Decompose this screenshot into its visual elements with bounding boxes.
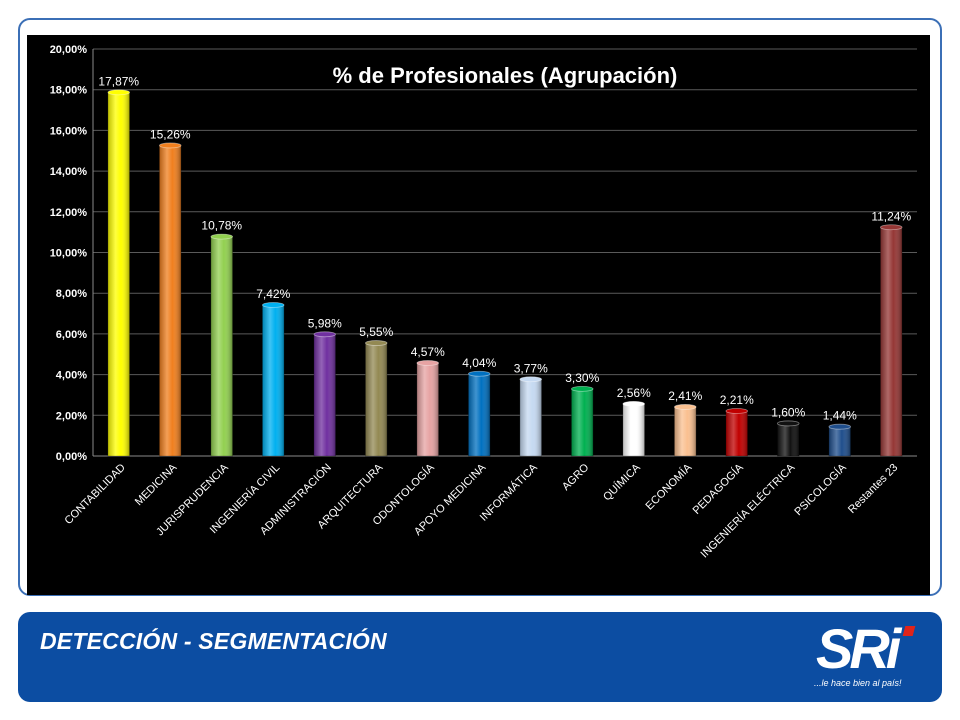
bar-shade <box>210 236 233 456</box>
bar-chart: % de Profesionales (Agrupación) 17,87% 15… <box>27 35 930 595</box>
x-tick-label: Restantes 23 <box>846 462 900 516</box>
y-tick-label: 4,00% <box>56 370 87 382</box>
bar-shade <box>674 406 697 456</box>
y-tick-label: 16,00% <box>50 125 88 137</box>
data-label: 15,26% <box>150 127 191 141</box>
bar-cap <box>880 224 903 231</box>
x-tick-label: PEDAGOGÍA <box>690 460 746 516</box>
bar-shade <box>159 145 182 457</box>
data-label: 17,87% <box>98 74 139 88</box>
data-label: 5,98% <box>308 316 342 330</box>
bar-shade <box>416 363 439 456</box>
bar-cap <box>725 408 748 414</box>
bar-cap <box>468 370 491 377</box>
bar-cap <box>210 233 233 240</box>
y-tick-label: 8,00% <box>56 288 87 300</box>
y-tick-label: 12,00% <box>50 207 88 219</box>
bar-shade <box>262 305 285 456</box>
data-label: 2,56% <box>617 386 651 400</box>
x-tick-labels: CONTABILIDAD MEDICINAJURISPRUDENCIAINGENI… <box>62 460 900 560</box>
y-tick-label: 0,00% <box>56 451 87 463</box>
footer-title: DETECCIÓN - SEGMENTACIÓN <box>40 628 387 654</box>
data-label: 3,30% <box>565 371 599 385</box>
bar-cap <box>365 340 388 346</box>
y-tick-label: 18,00% <box>50 85 88 97</box>
bar-shade <box>622 403 645 456</box>
bar-shade <box>365 343 388 456</box>
data-labels-layer: 17,87% 15,26% 10,78% 7,42% 5,98% 5,55% 4,57% 4,… <box>98 74 911 422</box>
bar-cap <box>262 302 285 308</box>
data-label: 7,42% <box>256 287 290 301</box>
logo-accent-icon <box>902 626 916 636</box>
data-label: 5,55% <box>359 325 393 339</box>
y-tick-label: 10,00% <box>50 248 88 260</box>
data-label: 10,78% <box>201 219 242 233</box>
logo-text: SRi <box>816 617 901 680</box>
chart-svg: % de Profesionales (Agrupación) 17,87% 15… <box>50 44 917 560</box>
y-tick-labels: 0,00% 2,00% 4,00% 6,00% 8,00% 10,00% 12,00% 14,… <box>50 44 88 463</box>
bar-shade <box>468 373 491 456</box>
y-tick-label: 14,00% <box>50 166 88 178</box>
chart-title: % de Profesionales (Agrupación) <box>333 63 678 88</box>
bar-cap <box>313 331 336 338</box>
data-label: 2,41% <box>668 389 702 403</box>
bar-cap <box>571 385 594 392</box>
x-tick-label: AGRO <box>560 461 592 493</box>
bar-shade <box>828 426 851 456</box>
bar-cap <box>674 404 697 410</box>
data-label: 3,77% <box>514 361 548 375</box>
x-tick-label: ECONOMÍA <box>643 460 695 512</box>
bar-cap <box>519 376 542 383</box>
bar-shade <box>880 227 903 456</box>
bar-cap <box>159 142 182 149</box>
x-tick-label: CONTABILIDAD <box>62 462 127 527</box>
data-label: 4,04% <box>462 356 496 370</box>
x-tick-label: INGENIERÍA ELÉCTRICA <box>698 460 798 560</box>
bar-shade <box>519 379 542 456</box>
bar-shade <box>777 423 800 456</box>
bar-cap <box>777 420 800 427</box>
data-label: 4,57% <box>411 345 445 359</box>
data-label: 2,21% <box>720 393 754 407</box>
bar-cap <box>828 423 851 430</box>
data-label: 11,24% <box>871 209 911 223</box>
bar-shade <box>571 388 594 456</box>
logo-tagline: ...le hace bien al país! <box>814 678 902 688</box>
bar-cap <box>416 360 439 366</box>
footer-bar: DETECCIÓN - SEGMENTACIÓN SRi ...le hace … <box>18 612 942 702</box>
bar-shade <box>725 411 748 456</box>
bar-cap <box>622 401 645 407</box>
x-tick-label: MEDICINA <box>133 461 180 508</box>
x-tick-label: PSICOLOGÍA <box>792 460 850 518</box>
bar-cap <box>107 89 130 96</box>
x-tick-label: QUÍMICA <box>600 460 643 503</box>
bar-shade <box>107 92 130 456</box>
y-tick-label: 20,00% <box>50 44 88 56</box>
y-tick-label: 6,00% <box>56 329 87 341</box>
data-label: 1,60% <box>771 405 805 419</box>
y-tick-label: 2,00% <box>56 410 87 422</box>
sri-logo: SRi ...le hace bien al país! <box>814 617 924 694</box>
bar-shade <box>313 334 336 456</box>
bars-layer <box>107 89 903 457</box>
data-label: 1,44% <box>823 409 857 423</box>
